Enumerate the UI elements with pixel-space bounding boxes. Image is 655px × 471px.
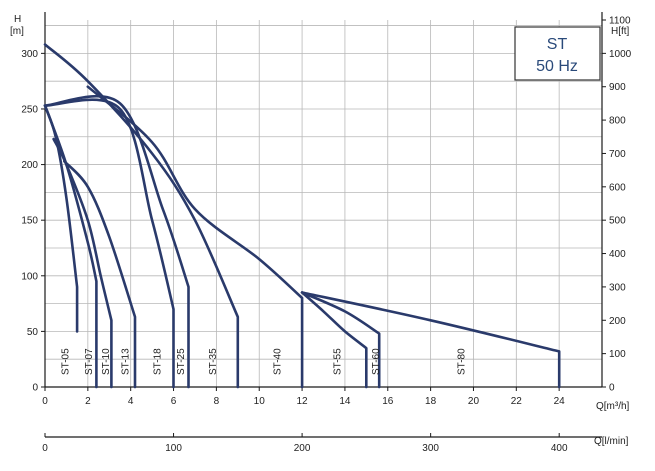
model-label-st-10: ST-10 <box>101 348 112 375</box>
pump-curves <box>43 43 561 389</box>
curve-st-25 <box>43 94 190 389</box>
right-tick-label-900: 900 <box>609 82 626 93</box>
left-tick-label-100: 100 <box>21 271 38 282</box>
bottom2-tick-label-300: 300 <box>422 443 439 454</box>
model-label-st-60: ST-60 <box>371 348 382 375</box>
bottom-tick-label-6: 6 <box>171 396 177 407</box>
curve-st-60 <box>300 291 381 389</box>
curve-st-13 <box>63 159 137 389</box>
right-tick-label-600: 600 <box>609 182 626 193</box>
bottom2-tick-label-200: 200 <box>294 443 311 454</box>
right-tick-label-200: 200 <box>609 316 626 327</box>
left-axis-unit: [m] <box>10 26 24 37</box>
legend-box: ST 50 Hz <box>514 26 601 81</box>
right-tick-label-700: 700 <box>609 149 626 160</box>
right-tick-label-1000: 1000 <box>609 49 632 60</box>
curve-st-07 <box>43 104 98 389</box>
bottom-tick-label-22: 22 <box>511 396 523 407</box>
bottom-tick-label-8: 8 <box>214 396 220 407</box>
model-labels: ST-05 ST-07 ST-10 ST-13 ST-18 ST-25 ST-35 ST-40… <box>60 348 467 375</box>
legend-line-1: ST <box>547 36 568 53</box>
right-tick-label-400: 400 <box>609 249 626 260</box>
model-label-st-13: ST-13 <box>120 348 131 375</box>
model-label-st-40: ST-40 <box>272 348 283 375</box>
left-tick-label-250: 250 <box>21 104 38 115</box>
left-tick-label-0: 0 <box>32 383 38 394</box>
left-tick-label-50: 50 <box>27 327 39 338</box>
right-tick-label-800: 800 <box>609 116 626 127</box>
legend-line-2: 50 Hz <box>536 58 578 75</box>
bottom-tick-label-18: 18 <box>425 396 437 407</box>
bottom-tick-label-2: 2 <box>85 396 91 407</box>
bottom2-tick-label-400: 400 <box>551 443 568 454</box>
right-tick-label-1100: 1100 <box>609 16 631 27</box>
bottom-tick-label-16: 16 <box>382 396 394 407</box>
left-tick-label-200: 200 <box>21 160 38 171</box>
curve-st-18 <box>43 98 175 389</box>
curve-st-80 <box>300 291 561 389</box>
bottom2-axis-label: Q[l/min] <box>594 436 629 447</box>
bottom-tick-label-0: 0 <box>42 396 48 407</box>
right-tick-label-300: 300 <box>609 282 626 293</box>
model-label-st-07: ST-07 <box>84 348 95 375</box>
right-axis-label: H[ft] <box>611 26 630 37</box>
model-label-st-05: ST-05 <box>60 348 71 375</box>
bottom-axis-label: Q[m³/h] <box>596 401 630 412</box>
model-label-st-55: ST-55 <box>332 348 343 375</box>
bottom-tick-label-10: 10 <box>254 396 266 407</box>
bottom-tick-label-12: 12 <box>297 396 309 407</box>
curve-st-40 <box>86 85 304 389</box>
bottom-tick-label-24: 24 <box>554 396 566 407</box>
curve-st-35 <box>43 43 240 389</box>
right-tick-label-100: 100 <box>609 349 626 360</box>
axes: 0501001502002503000100200300400500600700… <box>21 12 632 454</box>
model-label-st-35: ST-35 <box>208 348 219 375</box>
bottom-tick-label-4: 4 <box>128 396 134 407</box>
model-label-st-80: ST-80 <box>457 348 468 375</box>
right-tick-label-500: 500 <box>609 216 626 227</box>
curve-st-55 <box>300 291 368 389</box>
right-tick-label-0: 0 <box>609 383 615 394</box>
bottom2-tick-label-100: 100 <box>165 443 182 454</box>
curve-st-10 <box>52 137 113 389</box>
model-label-st-18: ST-18 <box>152 348 163 375</box>
left-tick-label-150: 150 <box>21 216 38 227</box>
bottom-tick-label-20: 20 <box>468 396 480 407</box>
left-axis-label: H <box>14 14 21 25</box>
left-tick-label-300: 300 <box>21 49 38 60</box>
model-label-st-25: ST-25 <box>176 348 187 375</box>
curve-st-05 <box>43 104 79 333</box>
bottom-tick-label-14: 14 <box>339 396 351 407</box>
bottom2-tick-label-0: 0 <box>42 443 48 454</box>
